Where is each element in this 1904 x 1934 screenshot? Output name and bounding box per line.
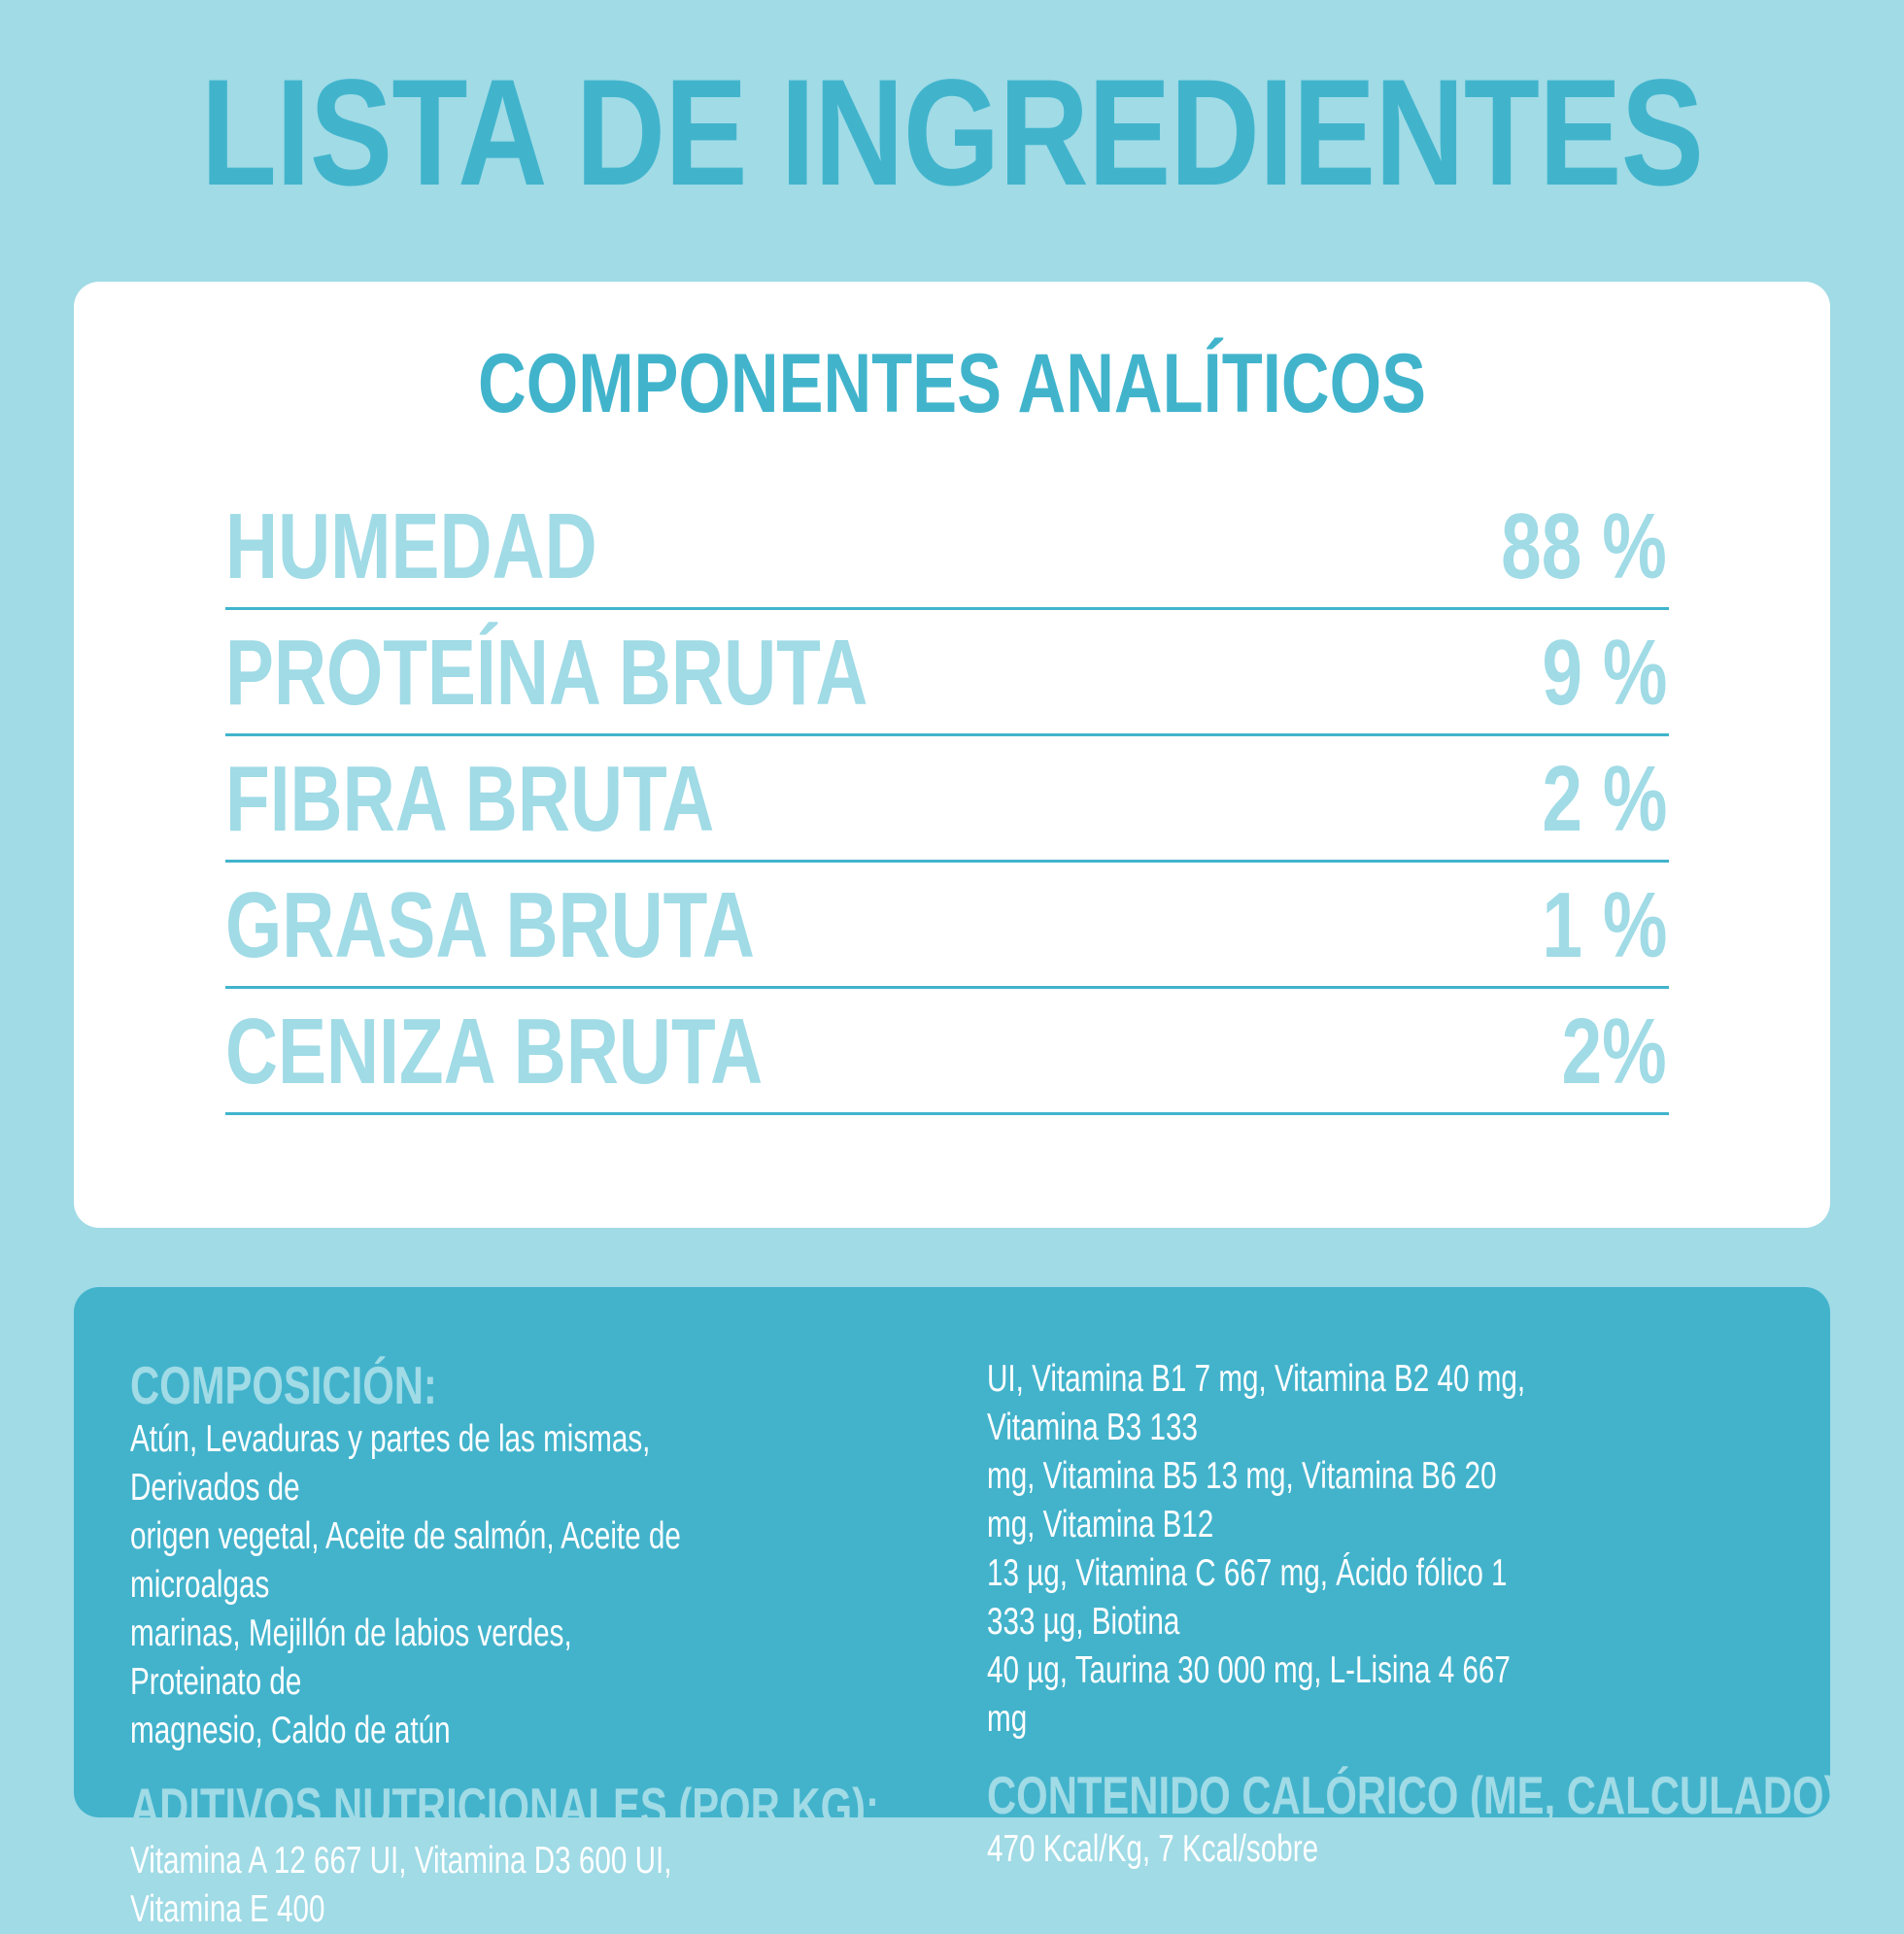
additives-line: 40 µg, Taurina 30 000 mg, L-Lisina 4 667… [987,1649,1511,1740]
row-label: HUMEDAD [225,494,597,598]
composition-card: COMPOSICIÓN: Atún, Levaduras y partes de… [74,1287,1851,1930]
row-value: 88 % [1501,494,1667,598]
caloric-text: 470 Kcal/Kg, 7 Kcal/sobre [987,1828,1319,1870]
composition-heading: COMPOSICIÓN: [130,1355,437,1415]
row-value: 9 % [1541,621,1667,725]
additives-line: 13 µg, Vitamina C 667 mg, Ácido fólico 1… [987,1552,1508,1643]
analysis-card [74,282,1830,1228]
analysis-row-humedad: HUMEDAD 88 % [225,486,1669,610]
page-title: LISTA DE INGREDIENTES [200,49,1704,218]
row-label: PROTEÍNA BRUTA [225,621,868,725]
analysis-row-grasa: GRASA BRUTA 1 % [225,865,1669,989]
analysis-row-fibra: FIBRA BRUTA 2 % [225,738,1669,863]
additives-heading: ADITIVOS NUTRICIONALES (POR KG): [130,1777,879,1837]
additives-line: mg, Vitamina B5 13 mg, Vitamina B6 20 mg… [987,1455,1497,1545]
composition-line: origen vegetal, Aceite de salmón, Aceite… [130,1515,681,1606]
analysis-title: COMPONENTES ANALÍTICOS [478,337,1426,430]
row-label: GRASA BRUTA [225,873,755,977]
composition-line: marinas, Mejillón de labios verdes, Prot… [130,1612,572,1703]
analysis-row-proteina: PROTEÍNA BRUTA 9 % [225,612,1669,736]
row-label: FIBRA BRUTA [225,747,715,851]
analysis-table: HUMEDAD 88 % PROTEÍNA BRUTA 9 % FIBRA BR… [225,486,1669,1115]
row-value: 1 % [1541,873,1667,977]
row-label: CENIZA BRUTA [225,1000,764,1103]
composition-right-column: UI, Vitamina B1 7 mg, Vitamina B2 40 mg,… [987,1355,1851,1874]
composition-line: Atún, Levaduras y partes de las mismas, … [130,1418,651,1509]
caloric-heading: CONTENIDO CALÓRICO (ME, CALCULADO): [987,1765,1852,1825]
additives-line: Vitamina A 12 667 UI, Vitamina D3 600 UI… [130,1840,672,1930]
analysis-row-ceniza: CENIZA BRUTA 2% [225,991,1669,1115]
composition-line: magnesio, Caldo de atún [130,1710,451,1751]
composition-left-column: COMPOSICIÓN: Atún, Levaduras y partes de… [130,1355,879,1934]
row-value: 2% [1561,1000,1667,1103]
row-value: 2 % [1541,747,1667,851]
additives-line: UI, Vitamina B1 7 mg, Vitamina B2 40 mg,… [987,1358,1526,1448]
